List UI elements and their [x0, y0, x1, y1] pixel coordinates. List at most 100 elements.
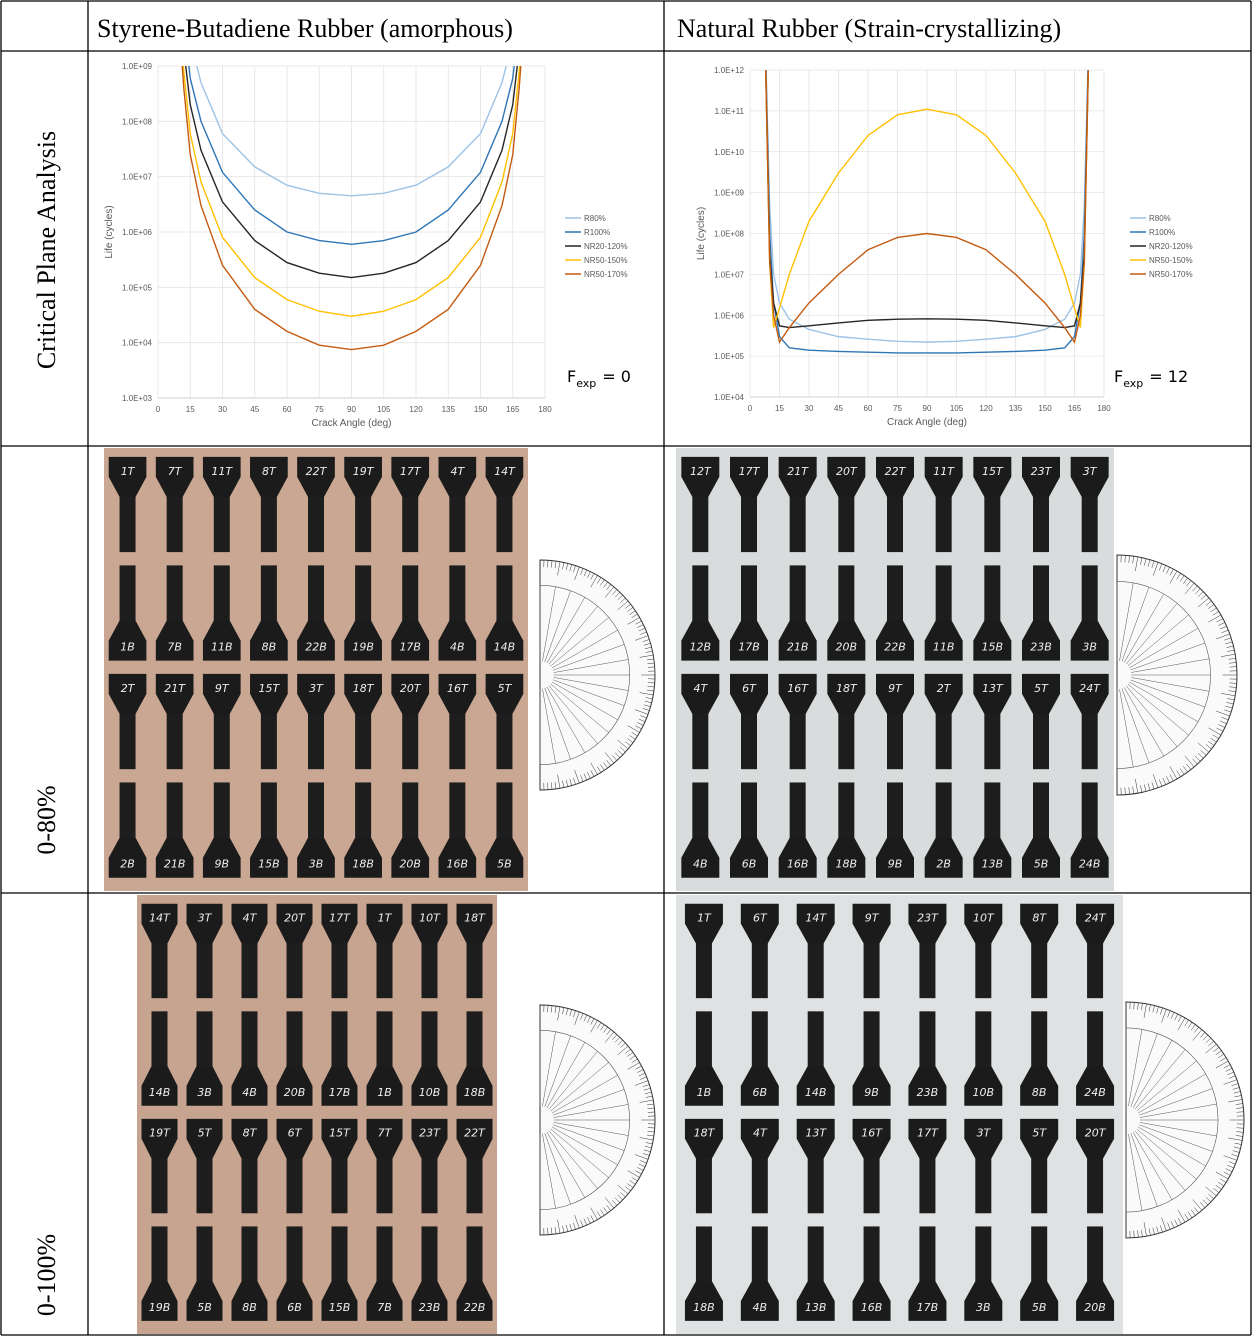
specimen-head — [1070, 673, 1109, 714]
protractor-tick — [627, 1170, 640, 1178]
specimen-head — [684, 903, 723, 944]
protractor-tick — [620, 597, 626, 603]
specimen-head — [876, 837, 914, 878]
specimen-neck — [741, 782, 757, 842]
protractor-ray — [1127, 684, 1189, 736]
specimen-head — [778, 456, 817, 497]
protractor-tick — [590, 762, 598, 775]
specimen-head — [391, 837, 430, 878]
specimen-head — [778, 837, 817, 878]
protractor-tick — [1208, 614, 1222, 623]
series-line — [185, 66, 518, 279]
protractor-ray — [1126, 603, 1178, 665]
specimen-neck — [838, 782, 855, 842]
protractor-tick — [614, 592, 621, 598]
specimen-label: 9T — [888, 682, 903, 695]
protractor-tick — [606, 760, 611, 766]
specimen-head — [108, 456, 147, 497]
protractor-tick — [1229, 686, 1237, 688]
specimen-label: 10T — [419, 912, 441, 925]
protractor-tick — [574, 1011, 580, 1025]
y-tick-label: 1.0E+09 — [714, 189, 745, 198]
protractor-tick — [1219, 1057, 1227, 1062]
protractor-tick — [590, 1207, 598, 1220]
specimen-head — [1076, 1066, 1115, 1106]
protractor-tick — [620, 747, 626, 753]
protractor-tick — [1183, 577, 1188, 584]
specimen-neck — [1087, 1226, 1104, 1286]
protractor-tick — [1143, 1003, 1147, 1018]
protractor-tick — [1215, 1171, 1229, 1180]
protractor-tick — [1208, 604, 1215, 609]
specimen-neck — [331, 1011, 348, 1071]
protractor-tick — [1147, 783, 1151, 791]
protractor-tick — [580, 1013, 584, 1020]
protractor-tick — [1213, 1047, 1220, 1052]
protractor-tick — [606, 584, 611, 590]
specimen-neck — [449, 709, 466, 770]
specimen-head — [366, 1281, 403, 1321]
protractor-tick — [635, 1154, 649, 1160]
photo — [676, 895, 1123, 1334]
protractor-tick — [551, 1005, 553, 1013]
protractor-tick — [612, 1200, 618, 1206]
specimen-label: 19B — [149, 1301, 171, 1314]
protractor-tick — [574, 1215, 580, 1229]
protractor-tick — [637, 1167, 644, 1171]
specimen-neck — [863, 1154, 880, 1214]
specimen-label: 4T — [450, 465, 465, 478]
protractor-tick — [1205, 1043, 1217, 1054]
specimen-neck — [838, 492, 855, 553]
specimen-neck — [1033, 709, 1049, 770]
protractor-ray — [542, 1133, 556, 1209]
protractor-tick — [631, 613, 638, 618]
specimen-neck — [421, 1011, 438, 1071]
protractor-tick — [1132, 786, 1134, 794]
protractor-tick — [643, 1088, 651, 1091]
protractor-tick — [629, 1055, 636, 1060]
protractor-ray — [1132, 1040, 1173, 1108]
specimen-neck — [196, 939, 213, 999]
protractor-tick — [639, 692, 654, 696]
specimen-label: 17T — [739, 465, 761, 478]
specimen-label: 12T — [690, 465, 712, 478]
protractor-tick — [1177, 1217, 1182, 1225]
protractor-tick — [1234, 1142, 1242, 1145]
protractor-tick — [645, 1142, 653, 1145]
protractor-tick — [1170, 1012, 1175, 1019]
protractor-tick — [569, 1223, 572, 1231]
specimen-label: 7B — [167, 641, 182, 654]
specimen-neck — [466, 1226, 483, 1286]
specimen-label: 4T — [693, 682, 708, 695]
legend-label: NR50-150% — [1149, 256, 1193, 265]
specimen-head — [366, 903, 403, 944]
specimen-label: 1B — [120, 641, 135, 654]
specimen-neck — [213, 709, 230, 770]
protractor-tick — [1169, 774, 1174, 782]
protractor-ray — [542, 1031, 556, 1107]
specimen-label: 3B — [197, 1086, 212, 1099]
protractor-ray — [1131, 658, 1210, 673]
protractor-tick — [631, 732, 638, 737]
specimen-neck — [196, 1154, 213, 1214]
specimen-label: 4T — [243, 912, 258, 925]
specimen-head — [141, 1281, 178, 1321]
specimen-label: 1B — [697, 1086, 712, 1099]
specimen-label: 21T — [164, 682, 186, 695]
legend-label: NR20-120% — [584, 242, 628, 251]
specimen-label: 9T — [865, 912, 880, 925]
specimen-neck — [692, 492, 709, 553]
legend-label: R80% — [1149, 214, 1171, 223]
protractor-ray — [550, 683, 609, 733]
x-axis-title: Crack Angle (deg) — [887, 417, 967, 428]
protractor-tick — [1183, 766, 1188, 773]
protractor-tick — [1235, 1103, 1243, 1105]
specimen-head — [908, 1281, 947, 1321]
specimen-label: 5B — [497, 858, 512, 871]
specimen-neck — [402, 492, 419, 553]
protractor-tick — [583, 1218, 588, 1226]
protractor-tick — [597, 1022, 602, 1029]
protractor-tick — [1216, 727, 1224, 732]
protractor-tick — [1147, 559, 1151, 567]
protractor-tick — [612, 1034, 618, 1040]
